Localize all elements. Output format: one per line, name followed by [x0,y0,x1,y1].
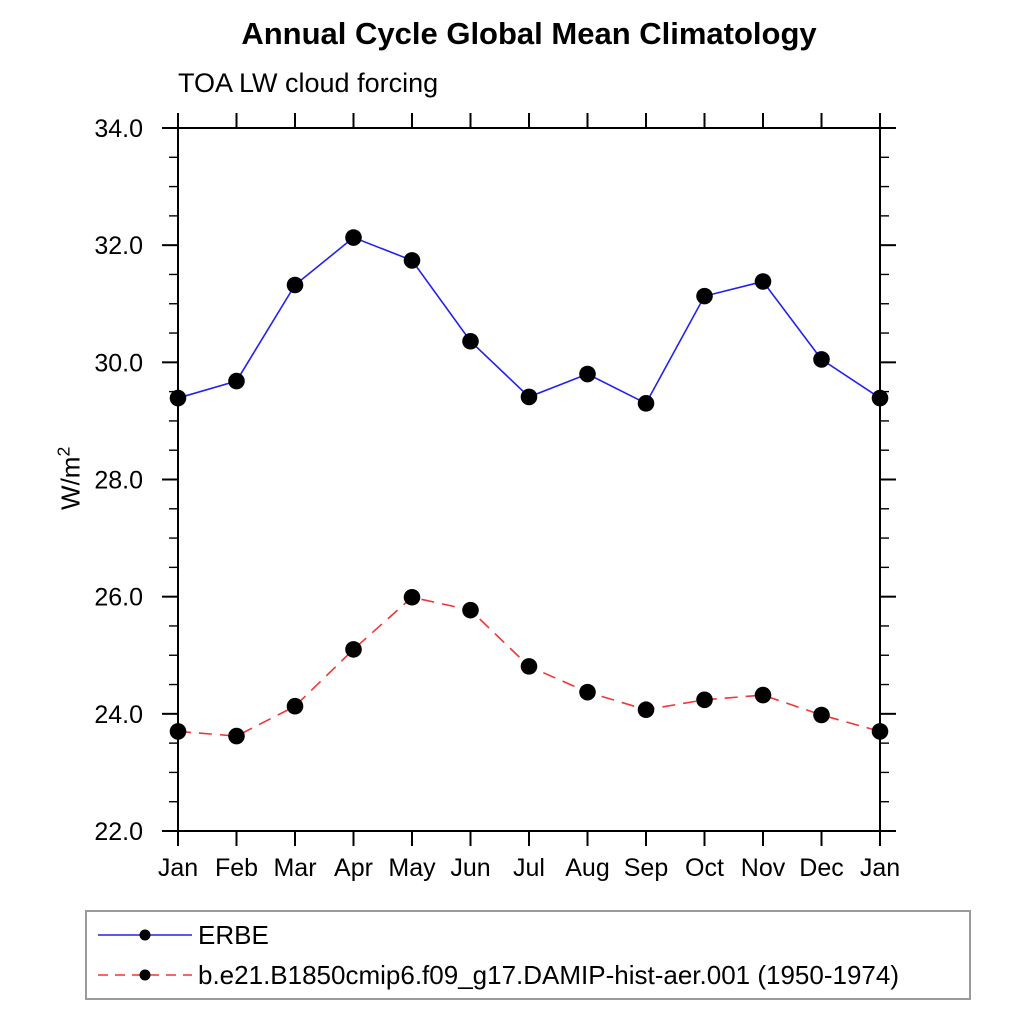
data-point-marker [286,697,304,715]
x-axis-tick-label: Jan [860,854,900,882]
data-point-marker [520,658,538,675]
y-axis-tick-label: 26.0 [94,584,143,612]
erbe-line-sample-icon [98,929,192,941]
y-axis-tick-label: 28.0 [94,467,143,495]
x-axis-tick-label: Feb [215,854,258,882]
series-line-erbe [177,236,881,405]
chart-title: Annual Cycle Global Mean Climatology [241,16,817,51]
data-point-marker [637,701,655,719]
data-point-marker [520,388,538,406]
data-point-marker [871,723,889,740]
x-axis-tick-label: Aug [565,854,609,882]
data-point-marker [286,276,304,294]
x-axis-tick-label: Sep [624,854,668,882]
y-axis-tick-label: 24.0 [94,701,143,729]
legend-box: ERBE b.e21.B1850cmip6.f09_g17.DAMIP-hist… [85,910,971,1000]
y-axis-tick-label: 30.0 [94,349,143,377]
data-point-marker [579,683,596,701]
x-axis-tick-label: Jul [513,854,545,882]
data-point-marker [579,365,596,383]
x-axis-tick-label: Jun [450,854,490,882]
data-point-marker [696,287,713,305]
x-axis-tick-label: Apr [334,854,373,882]
y-axis-tick-label: 32.0 [94,232,143,260]
data-point-marker [813,706,830,724]
data-point-marker [637,395,655,412]
x-axis-tick-label: Dec [799,854,843,882]
legend-row-model: b.e21.B1850cmip6.f09_g17.DAMIP-hist-aer.… [95,955,969,995]
chart-subtitle: TOA LW cloud forcing [178,68,439,98]
data-point-marker [345,229,362,246]
data-point-marker [403,252,421,269]
data-point-marker [696,691,713,709]
legend-marker-icon [139,969,151,981]
data-point-marker [169,723,187,740]
data-point-marker [403,588,421,606]
legend-marker-icon [139,929,151,941]
y-axis-tick-label: 22.0 [94,818,143,846]
x-axis-tick-label: Jan [158,854,198,882]
x-axis-tick-label: May [388,854,436,882]
legend-label-model: b.e21.B1850cmip6.f09_g17.DAMIP-hist-aer.… [198,959,899,990]
legend-label-erbe: ERBE [198,919,269,950]
data-point-marker [754,686,772,704]
data-point-marker [169,389,187,407]
data-point-marker [462,601,479,619]
x-axis-tick-label: Mar [273,854,316,882]
x-axis-tick-label: Oct [685,854,724,882]
x-axis-tick-label: Nov [741,854,786,882]
data-point-marker [813,351,830,368]
data-point-marker [462,332,479,350]
y-axis-tick-label: 34.0 [94,115,143,143]
data-point-marker [228,372,245,390]
data-point-marker [228,727,245,745]
data-point-marker [754,273,772,290]
model-line-sample-icon [98,969,192,981]
data-point-marker [871,389,889,407]
plot-frame [177,127,881,832]
data-point-marker [345,641,362,658]
legend-row-erbe: ERBE [95,915,969,955]
